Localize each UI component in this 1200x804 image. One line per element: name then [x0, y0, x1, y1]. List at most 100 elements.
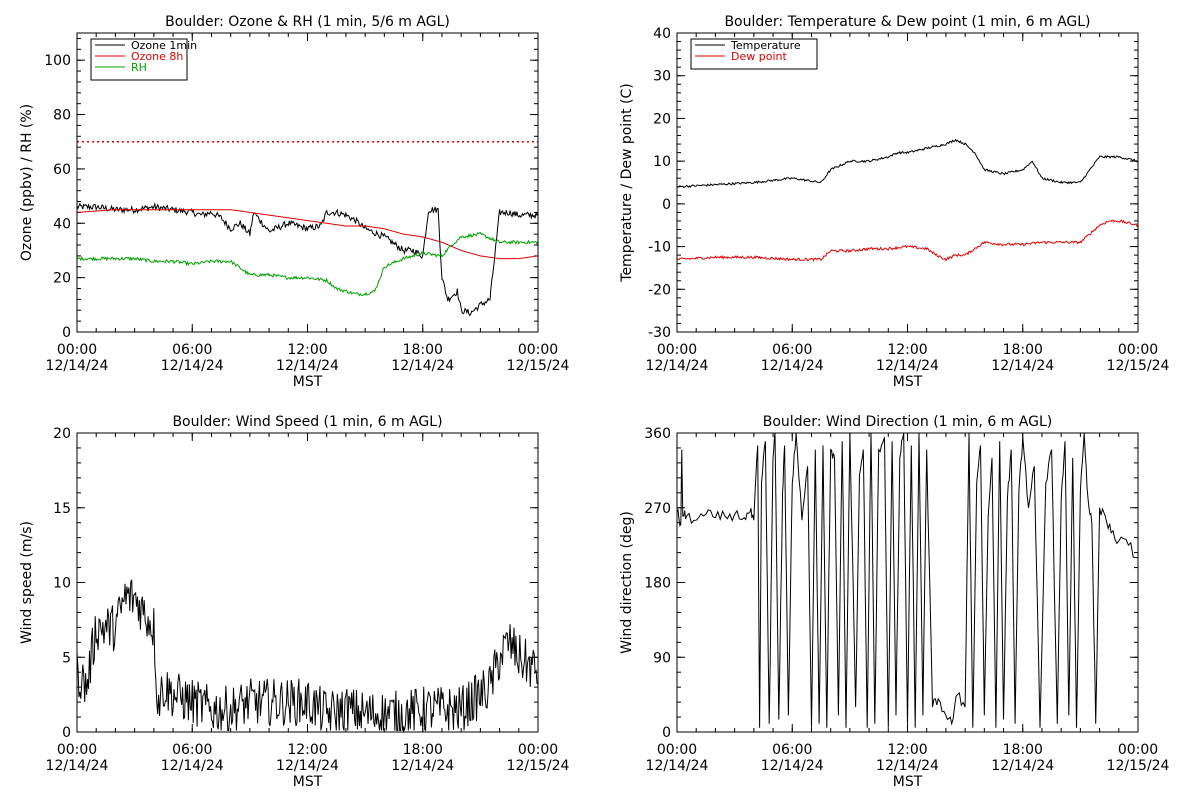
x-tick-date: 12/14/24 — [391, 758, 454, 774]
x-tick-date: 12/14/24 — [161, 358, 224, 374]
y-tick-label: 100 — [44, 53, 71, 69]
x-tick-time: 18:00 — [1003, 742, 1043, 758]
x-tick-date: 12/14/24 — [646, 358, 709, 374]
plot-area — [77, 579, 538, 732]
legend-box — [690, 38, 818, 70]
x-tick-time: 00:00 — [1118, 342, 1158, 358]
x-axis-label: MST — [893, 774, 923, 790]
series-line-data — [677, 433, 1138, 728]
x-tick-time: 12:00 — [287, 342, 327, 358]
y-tick-label: 5 — [62, 650, 71, 666]
x-tick-date: 12/15/24 — [1107, 358, 1170, 374]
series-line-ozone-8h — [77, 209, 538, 260]
legend-box — [90, 38, 188, 81]
y-tick-label: 40 — [653, 26, 671, 42]
x-tick-time: 12:00 — [887, 742, 927, 758]
legend-label: Dew point — [731, 50, 787, 63]
x-tick-time: 18:00 — [1003, 342, 1043, 358]
panel-2: Boulder: Wind Speed (1 min, 6 m AGL) Wind… — [19, 414, 570, 790]
y-tick-label: 30 — [653, 69, 671, 85]
y-tick-label: 0 — [662, 197, 671, 213]
plot-area — [677, 138, 1138, 262]
legend-label: RH — [131, 61, 147, 74]
x-tick-date: 12/14/24 — [391, 358, 454, 374]
y-tick-label: 15 — [53, 501, 71, 517]
x-tick-date: 12/14/24 — [991, 758, 1054, 774]
x-tick-date: 12/14/24 — [161, 758, 224, 774]
x-tick-time: 12:00 — [287, 742, 327, 758]
y-tick-label: 20 — [53, 426, 71, 442]
y-tick-label: 20 — [53, 271, 71, 287]
y-axis-label: Wind speed (m/s) — [19, 521, 35, 644]
x-tick-date: 12/14/24 — [276, 758, 339, 774]
x-tick-time: 00:00 — [1118, 742, 1158, 758]
x-tick-date: 12/14/24 — [876, 758, 939, 774]
x-tick-date: 12/14/24 — [276, 358, 339, 374]
x-tick-date: 12/15/24 — [1107, 758, 1170, 774]
x-tick-time: 00:00 — [518, 342, 558, 358]
y-tick-label: 60 — [53, 162, 71, 178]
y-tick-label: 10 — [53, 576, 71, 592]
plot-frame — [676, 432, 1139, 733]
x-tick-time: 06:00 — [772, 742, 812, 758]
y-tick-label: 90 — [653, 650, 671, 666]
x-tick-time: 00:00 — [657, 742, 697, 758]
y-tick-label: -30 — [648, 325, 671, 341]
x-tick-time: 00:00 — [57, 742, 97, 758]
legend-label: Ozone 8h — [131, 50, 183, 63]
plot-area — [77, 140, 538, 317]
x-tick-date: 12/15/24 — [507, 758, 570, 774]
y-tick-label: 80 — [53, 108, 71, 124]
x-tick-date: 12/14/24 — [46, 758, 109, 774]
x-tick-date: 12/14/24 — [761, 758, 824, 774]
y-tick-label: 0 — [62, 325, 71, 341]
legend-label: Temperature — [730, 39, 801, 52]
y-tick-label: 0 — [662, 725, 671, 741]
plot-frame — [76, 432, 539, 733]
x-tick-date: 12/15/24 — [507, 358, 570, 374]
y-tick-label: 40 — [53, 216, 71, 232]
x-tick-time: 00:00 — [657, 342, 697, 358]
y-axis-label: Ozone (ppbv) / RH (%) — [19, 104, 35, 261]
y-tick-label: 20 — [653, 111, 671, 127]
x-axis-label: MST — [893, 374, 923, 390]
chart-title: Boulder: Ozone & RH (1 min, 5/6 m AGL) — [165, 14, 450, 30]
y-axis-label: Wind direction (deg) — [619, 511, 635, 654]
x-axis-label: MST — [293, 774, 323, 790]
x-tick-date: 12/14/24 — [46, 358, 109, 374]
x-tick-time: 18:00 — [403, 742, 443, 758]
x-tick-time: 00:00 — [57, 342, 97, 358]
series-line-temperature — [677, 138, 1138, 189]
x-tick-date: 12/14/24 — [761, 358, 824, 374]
series-line-ozone-1min — [77, 202, 538, 317]
chart-title: Boulder: Temperature & Dew point (1 min,… — [724, 14, 1090, 30]
chart-title: Boulder: Wind Direction (1 min, 6 m AGL) — [763, 414, 1052, 430]
series-line-data — [77, 579, 538, 732]
panel-3: Boulder: Wind Direction (1 min, 6 m AGL)… — [619, 414, 1170, 790]
legend-label: Ozone 1min — [131, 39, 197, 52]
x-tick-time: 06:00 — [172, 742, 212, 758]
x-tick-time: 06:00 — [772, 342, 812, 358]
y-tick-label: -10 — [648, 240, 671, 256]
plot-frame — [676, 32, 1139, 333]
y-tick-label: 270 — [644, 501, 671, 517]
y-tick-label: 10 — [653, 154, 671, 170]
x-tick-date: 12/14/24 — [991, 358, 1054, 374]
panel-0: Boulder: Ozone & RH (1 min, 5/6 m AGL) Oz… — [19, 14, 570, 390]
x-tick-time: 18:00 — [403, 342, 443, 358]
x-tick-time: 06:00 — [172, 342, 212, 358]
panel-1: Boulder: Temperature & Dew point (1 min,… — [619, 14, 1170, 390]
plot-area — [677, 433, 1138, 728]
y-tick-label: 360 — [644, 426, 671, 442]
series-line-dew-point — [677, 219, 1138, 262]
x-tick-date: 12/14/24 — [876, 358, 939, 374]
x-tick-time: 00:00 — [518, 742, 558, 758]
y-tick-label: 0 — [62, 725, 71, 741]
plot-frame — [76, 32, 539, 333]
y-tick-label: -20 — [648, 282, 671, 298]
y-axis-label: Temperature / Dew point (C) — [619, 83, 635, 282]
x-tick-time: 12:00 — [887, 342, 927, 358]
